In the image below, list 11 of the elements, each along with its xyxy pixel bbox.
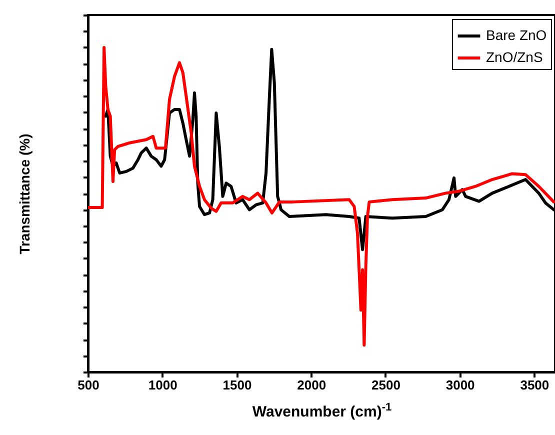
- x-tick-label: 1500: [222, 378, 252, 392]
- legend-label: ZnO/ZnS: [486, 49, 543, 65]
- x-axis-title: Wavenumber (cm)$^{-1}$: [252, 402, 392, 420]
- x-tick-label: 2500: [371, 378, 400, 392]
- x-tick-label: 500: [78, 378, 100, 392]
- legend-label: Bare ZnO: [486, 27, 547, 43]
- x-tick-label: 3500: [520, 378, 550, 392]
- x-tick-label: 3000: [446, 378, 475, 392]
- x-tick-label: 2000: [297, 378, 326, 392]
- x-tick-label: 1000: [148, 378, 178, 392]
- y-axis-title: Transmittance (%): [16, 134, 32, 254]
